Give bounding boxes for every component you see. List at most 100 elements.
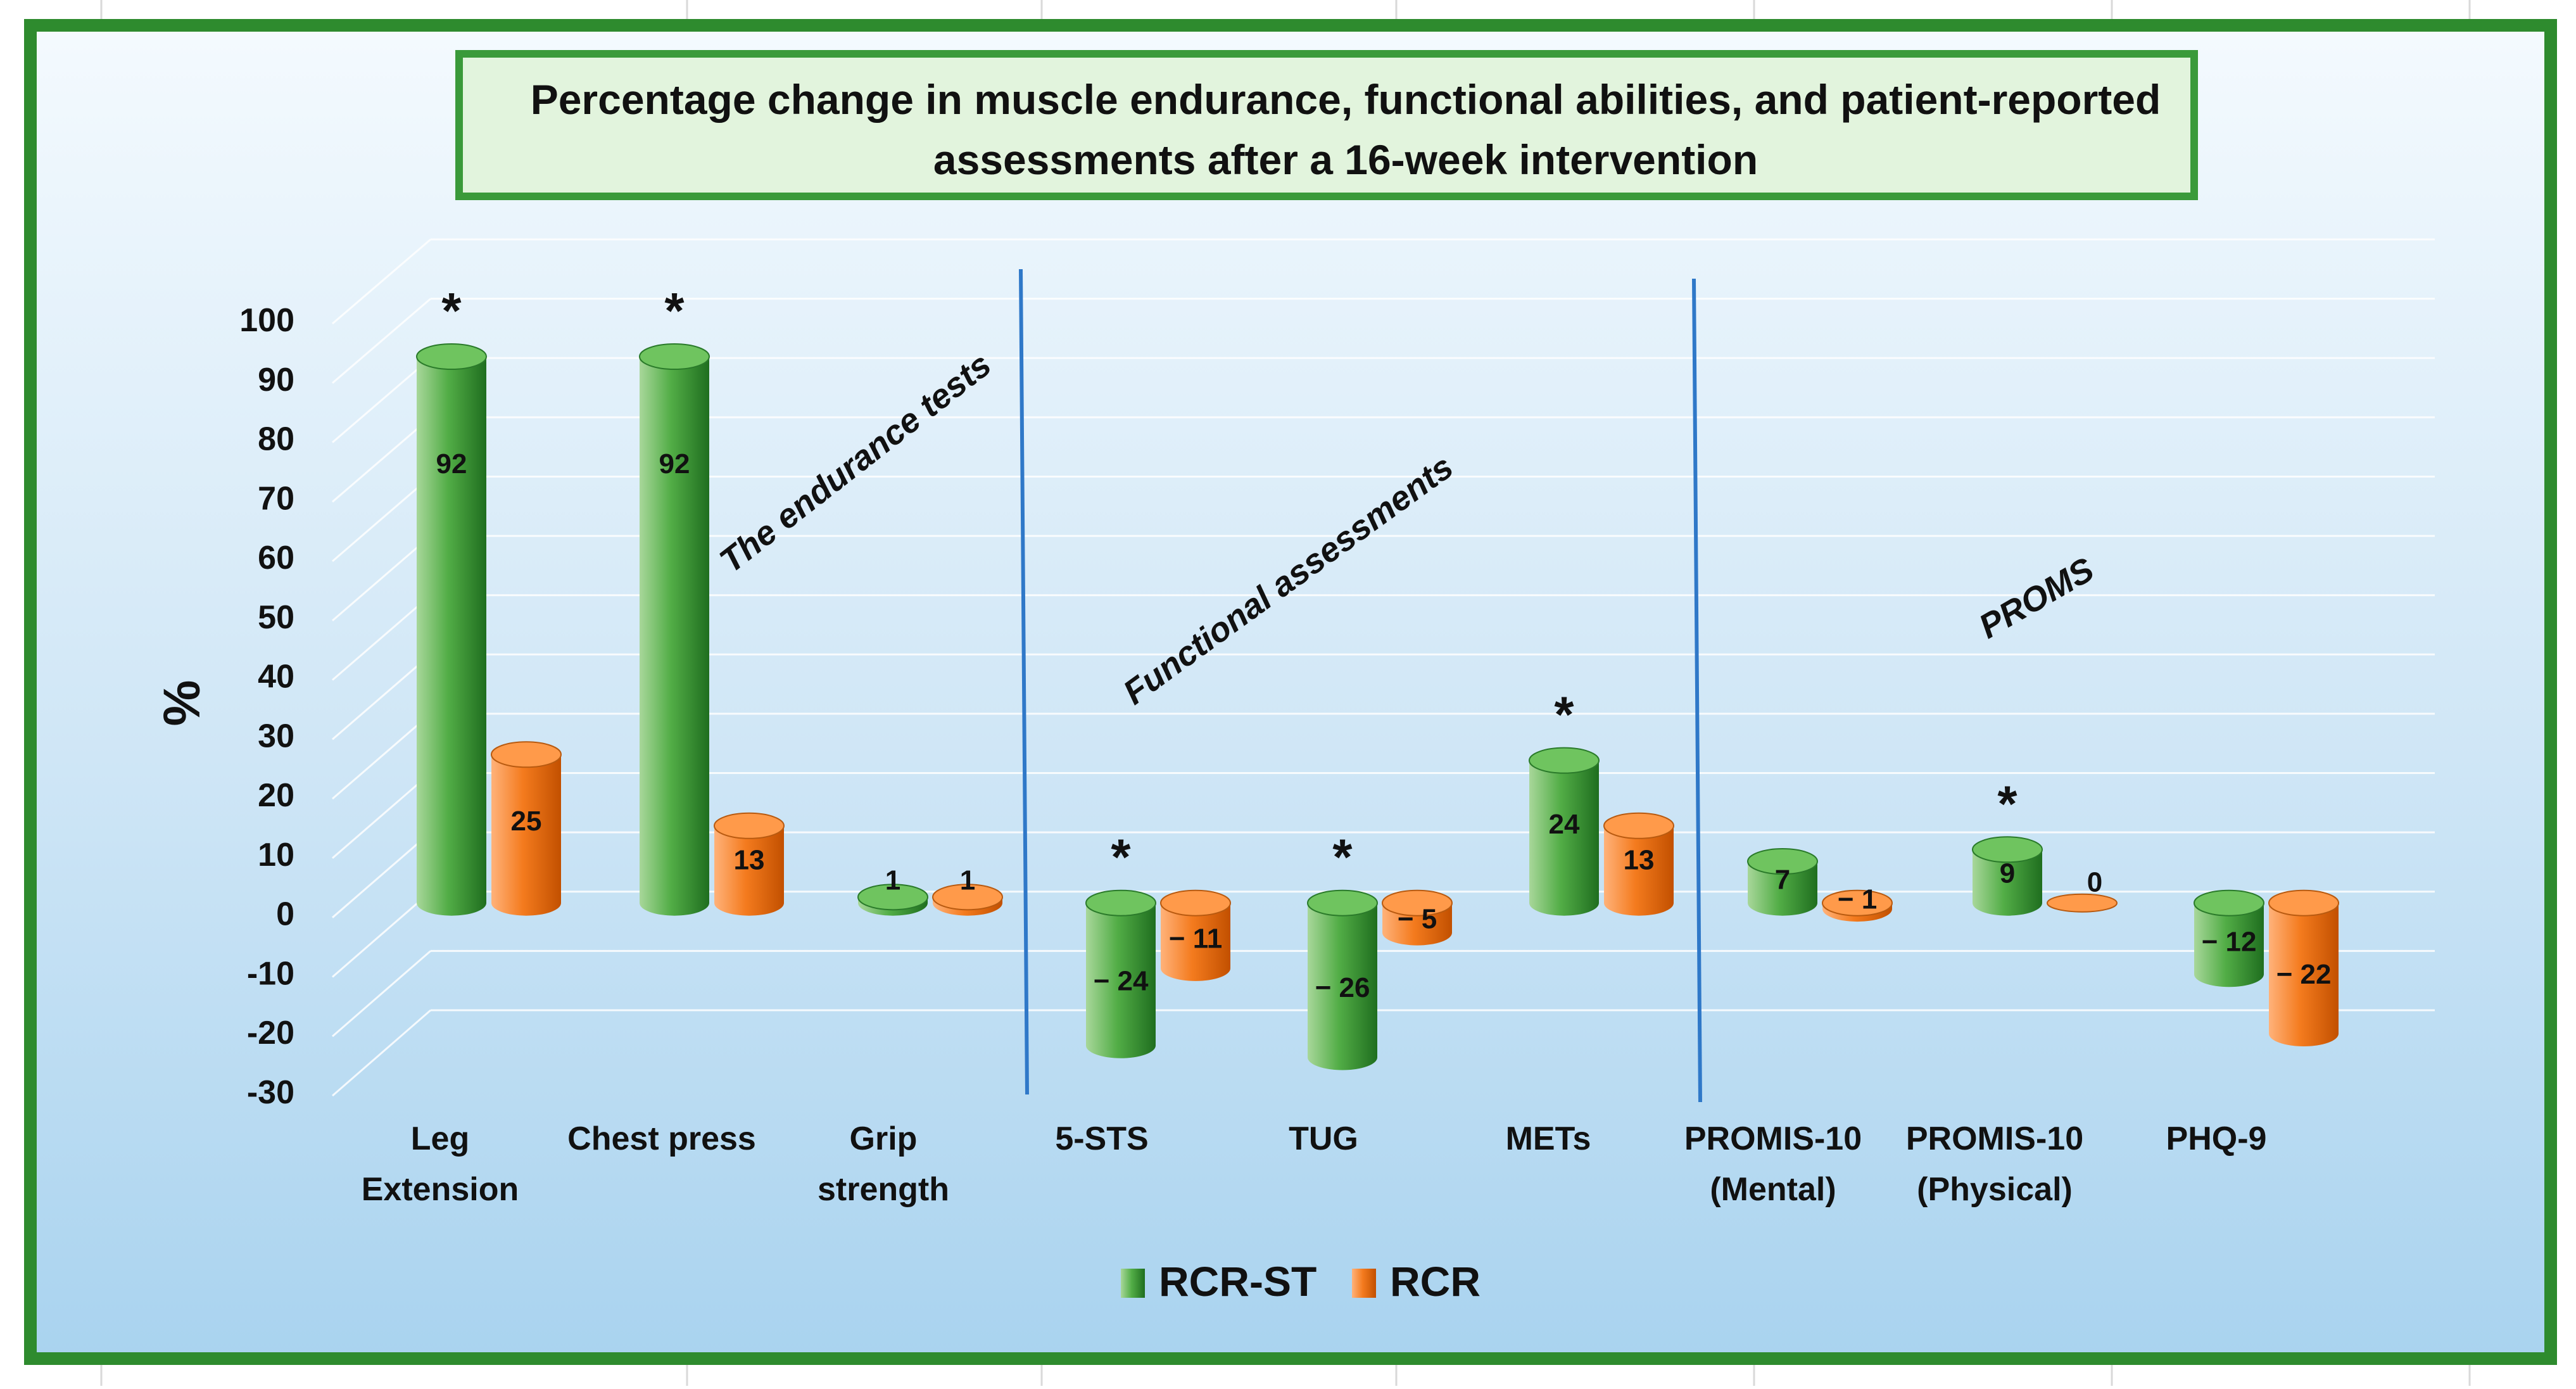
y-tick-label: 40 bbox=[258, 659, 294, 695]
data-label: 7 bbox=[1775, 865, 1790, 896]
y-tick-label: 20 bbox=[258, 777, 294, 814]
x-category-label: Leg bbox=[411, 1120, 469, 1157]
x-category-label: METs bbox=[1506, 1120, 1591, 1157]
bar-body bbox=[1308, 903, 1377, 1058]
data-label: 1 bbox=[885, 865, 900, 896]
data-label: 25 bbox=[511, 806, 542, 837]
significance-star: * bbox=[1111, 829, 1131, 885]
data-label: − 11 bbox=[1169, 923, 1222, 954]
bar-bottom bbox=[640, 890, 709, 916]
legend-label: RCR bbox=[1390, 1258, 1481, 1305]
x-category-label: TUG bbox=[1289, 1120, 1358, 1157]
y-tick-label: -30 bbox=[247, 1074, 294, 1111]
data-label: − 26 bbox=[1315, 972, 1370, 1003]
data-label: 24 bbox=[1549, 809, 1580, 840]
bar-bottom bbox=[714, 890, 784, 916]
chart-title: Percentage change in muscle endurance, f… bbox=[455, 50, 2198, 200]
bar-top bbox=[1822, 889, 1893, 916]
data-label: − 1 bbox=[1838, 884, 1877, 915]
bar-top bbox=[932, 884, 1003, 911]
bar-bottom bbox=[1161, 955, 1230, 981]
gridline-depth bbox=[332, 772, 431, 859]
y-tick-label: -10 bbox=[247, 955, 294, 992]
significance-star: * bbox=[1997, 775, 2017, 832]
gridline-depth bbox=[332, 713, 431, 800]
bar-top bbox=[1160, 889, 1231, 916]
bar-bottom bbox=[1748, 890, 1817, 916]
bar-top bbox=[1382, 889, 1453, 916]
y-tick-label: 50 bbox=[258, 599, 294, 636]
y-tick-label: 30 bbox=[258, 718, 294, 754]
data-label: 92 bbox=[436, 448, 467, 479]
bar-rcr-st-5 bbox=[1529, 747, 1600, 916]
gridline-depth bbox=[332, 298, 431, 384]
gridline-depth bbox=[332, 832, 431, 918]
bar-flat bbox=[2047, 893, 2118, 913]
gridline-depth bbox=[332, 535, 431, 621]
data-label: 1 bbox=[960, 865, 975, 896]
y-tick-label: 100 bbox=[239, 302, 294, 339]
bar-rcr-st-2 bbox=[857, 884, 928, 916]
bar-rcr-2 bbox=[932, 884, 1003, 916]
data-label: 92 bbox=[659, 448, 690, 479]
bar-bottom bbox=[491, 890, 561, 916]
bar-bottom bbox=[2269, 1020, 2339, 1046]
bars bbox=[416, 343, 2339, 1070]
legend-item-rcr-st: RCR-ST bbox=[1121, 1258, 1316, 1305]
bar-bottom bbox=[1382, 920, 1452, 946]
data-label: − 24 bbox=[1094, 965, 1149, 996]
y-tick-label: 10 bbox=[258, 837, 294, 873]
bar-rcr-3 bbox=[1160, 889, 1231, 981]
bar-rcr-st-3 bbox=[1085, 889, 1156, 1058]
y-tick-label: 60 bbox=[258, 540, 294, 576]
gridline-depth bbox=[332, 594, 431, 681]
bar-top bbox=[714, 812, 785, 839]
significance-markers: * * * * * * bbox=[441, 282, 2017, 885]
bar-rcr-st-0 bbox=[416, 343, 487, 916]
bar-top bbox=[1307, 889, 1378, 916]
bar-bottom bbox=[1604, 890, 1674, 916]
bar-bottom bbox=[1973, 890, 2042, 916]
bar-bottom bbox=[1308, 1044, 1377, 1070]
bar-body bbox=[1086, 903, 1156, 1046]
x-category-label: (Physical) bbox=[1917, 1171, 2073, 1208]
x-category-label: PHQ-9 bbox=[2166, 1120, 2267, 1157]
significance-star: * bbox=[1554, 687, 1574, 743]
gridline-depth bbox=[332, 654, 431, 740]
legend-label: RCR-ST bbox=[1159, 1258, 1316, 1305]
bar-bottom bbox=[1086, 1032, 1156, 1058]
bar-top bbox=[1747, 848, 1818, 875]
bar-top bbox=[857, 884, 928, 911]
divider-functional-proms bbox=[1692, 278, 1702, 1103]
bar-bottom bbox=[2194, 961, 2264, 987]
bar-top bbox=[2268, 889, 2339, 916]
y-tick-label: 90 bbox=[258, 362, 294, 398]
title-line-1: Percentage change in muscle endurance, f… bbox=[531, 76, 2161, 123]
data-labels: 92 92 1 − 24 − 26 24 7 9 − 12 25 13 1 − 11 − 5 13 − 1 0 −… bbox=[436, 448, 2332, 1003]
data-label: 0 bbox=[2087, 867, 2102, 898]
legend-swatch bbox=[1352, 1269, 1376, 1298]
bar-rcr-7 bbox=[2047, 893, 2118, 913]
title-line-2: assessments after a 16-week intervention bbox=[933, 136, 1758, 183]
bar-top bbox=[2194, 889, 2264, 916]
data-label: 13 bbox=[734, 845, 765, 876]
legend: RCR-ST RCR bbox=[1121, 1258, 1481, 1305]
chart-frame bbox=[24, 19, 2557, 1365]
divider-endurance-functional bbox=[1019, 269, 1029, 1095]
x-category-label: (Mental) bbox=[1710, 1171, 1836, 1208]
bar-body bbox=[417, 357, 486, 903]
bar-top bbox=[639, 343, 710, 371]
gridline-depth bbox=[332, 891, 431, 978]
significance-star: * bbox=[441, 282, 462, 339]
x-category-label: Grip bbox=[850, 1120, 918, 1157]
bar-rcr-st-6 bbox=[1747, 848, 1818, 916]
bar-body bbox=[1529, 760, 1599, 903]
bar-rcr-4 bbox=[1382, 889, 1453, 946]
x-category-label: PROMIS-10 bbox=[1684, 1120, 1862, 1157]
bar-bottom bbox=[417, 890, 486, 916]
data-label: 9 bbox=[2000, 858, 2015, 889]
significance-star: * bbox=[1332, 829, 1353, 885]
data-label: − 5 bbox=[1398, 903, 1437, 934]
x-category-label: strength bbox=[818, 1171, 949, 1208]
